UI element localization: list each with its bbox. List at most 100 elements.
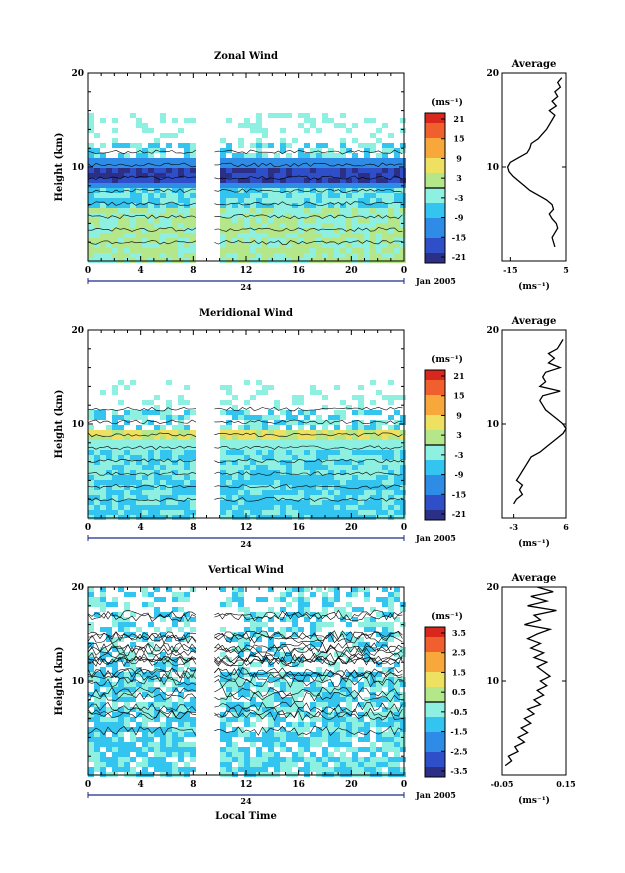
heatmap-cell [166,717,172,722]
heatmap-cell [130,697,136,702]
heatmap-cell [130,158,136,163]
heatmap-cell [346,183,352,188]
heatmap-cell [388,223,394,228]
heatmap-cell [334,183,340,188]
heatmap-cell [268,687,274,692]
heatmap-cell [334,188,340,193]
heatmap-cell [244,495,250,500]
heatmap-cell [154,430,160,435]
heatmap-cell [334,178,340,183]
heatmap-cell [166,213,172,218]
heatmap-cell [244,400,250,405]
heatmap-cell [94,435,100,440]
heatmap-cell [94,717,100,722]
heatmap-cell [400,450,406,455]
heatmap-cell [106,430,112,435]
heatmap-cell [166,500,172,505]
heatmap-cell [142,410,148,415]
heatmap-cell [316,510,322,515]
heatmap-cell [172,168,178,173]
heatmap-cell [382,632,388,637]
heatmap-cell [244,208,250,213]
heatmap-cell [316,475,322,480]
heatmap-cell [358,642,364,647]
heatmap-cell [274,188,280,193]
heatmap-cell [160,248,166,253]
heatmap-cell [190,198,196,203]
heatmap-cell [322,672,328,677]
heatmap-cell [274,767,280,772]
heatmap-cell [370,228,376,233]
heatmap-cell [94,173,100,178]
heatmap-cell [298,198,304,203]
heatmap-cell [346,460,352,465]
heatmap-cell [136,747,142,752]
colorbar-swatch [425,717,445,723]
heatmap-cell [184,677,190,682]
heatmap-cell [334,722,340,727]
heatmap-cell [100,390,106,395]
heatmap-cell [94,465,100,470]
heatmap-cell [124,410,130,415]
heatmap-cell [328,158,334,163]
heatmap-cell [400,510,406,515]
heatmap-cell [346,707,352,712]
heatmap-cell [370,480,376,485]
heatmap-cell [136,510,142,515]
contour-line [87,419,403,425]
heatmap-cell [184,168,190,173]
heatmap-cell [394,425,400,430]
heatmap-cell [358,672,364,677]
heatmap-cell [160,747,166,752]
heatmap-cell [346,742,352,747]
heatmap-cell [376,183,382,188]
heatmap-cell [94,762,100,767]
heatmap-cell [352,752,358,757]
day-label: 24 [240,539,252,549]
heatmap-cell [394,248,400,253]
heatmap-cell [382,178,388,183]
heatmap-cell [262,183,268,188]
heatmap-cell [376,218,382,223]
heatmap-cell [376,677,382,682]
heatmap-cell [394,652,400,657]
heatmap-cell [100,470,106,475]
heatmap-cell [244,767,250,772]
heatmap-cell [310,672,316,677]
heatmap-cell [292,612,298,617]
heatmap-cell [118,470,124,475]
heatmap-cell [100,667,106,672]
heatmap-cell [382,707,388,712]
heatmap-cell [100,158,106,163]
heatmap-cell [292,632,298,637]
heatmap-cell [346,495,352,500]
heatmap-cell [334,173,340,178]
heatmap-cell [358,440,364,445]
heatmap-cell [238,692,244,697]
heatmap-cell [232,757,238,762]
heatmap-cell [250,203,256,208]
heatmap-cell [124,677,130,682]
heatmap-cell [268,702,274,707]
heatmap-cell [394,173,400,178]
heatmap-cell [388,602,394,607]
heatmap-cell [280,470,286,475]
colorbar-swatch [425,752,445,758]
heatmap-cell [382,168,388,173]
heatmap-cell [130,253,136,258]
heatmap-cell [304,163,310,168]
heatmap-cell [316,587,322,592]
heatmap-cell [376,243,382,248]
heatmap-cell [100,218,106,223]
heatmap-cell [304,617,310,622]
profile-x-label: (ms⁻¹) [518,795,550,806]
heatmap-cell [184,223,190,228]
heatmap-cell [226,465,232,470]
heatmap-cell [130,113,136,118]
heatmap-cell [124,510,130,515]
heatmap-cell [244,747,250,752]
heatmap-cell [352,672,358,677]
heatmap-cell [88,475,94,480]
heatmap-cell [364,747,370,752]
